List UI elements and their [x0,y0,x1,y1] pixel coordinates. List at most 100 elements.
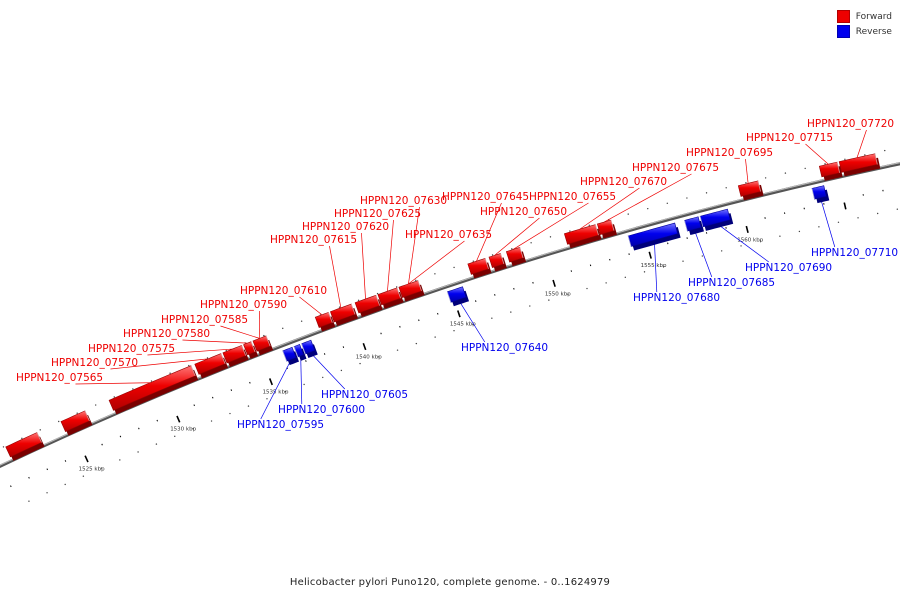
leader-line [408,240,465,285]
gene-label-forward[interactable]: HPPN120_07675 [632,162,719,174]
gene-label-forward[interactable]: HPPN120_07615 [270,234,357,246]
gene-body [684,216,702,232]
track-dot [263,334,265,337]
gene-arrow[interactable] [398,280,425,302]
gene-arrow[interactable] [314,311,336,332]
gene-arrow[interactable] [737,180,764,201]
gene-arrow[interactable] [627,222,681,251]
gene-label-forward[interactable]: HPPN120_07720 [807,118,894,130]
gene-label-forward[interactable]: HPPN120_07590 [200,299,287,311]
gene-tip [417,280,422,292]
gene-arrow[interactable] [446,286,470,307]
gene-tip [811,188,815,200]
gene-tip [328,312,333,323]
gene-label-forward[interactable]: HPPN120_07695 [686,147,773,159]
gene-arrow[interactable] [596,219,617,239]
leader-line [653,240,658,293]
leader-line [147,348,233,356]
gene-arrow[interactable] [505,246,527,267]
track-dot [378,356,380,358]
track-dot [94,404,97,406]
tick-label: 1555 kbp [641,263,667,269]
gene-arrow[interactable] [252,335,274,356]
track-dot [453,266,455,269]
track-dot [857,217,859,219]
track-dot [174,435,176,438]
gene-label-forward[interactable]: HPPN120_07645 [442,191,529,203]
gene-arrow[interactable] [222,344,249,368]
gene-label-reverse[interactable]: HPPN120_07710 [811,247,898,259]
gene-tip [519,247,524,258]
gene-arrow[interactable] [563,224,602,249]
gene-label-reverse[interactable]: HPPN120_07640 [461,342,548,354]
gene-arrow[interactable] [684,216,704,236]
track-dot [137,451,139,453]
gene-label-reverse[interactable]: HPPN120_07605 [321,389,408,401]
track-dot [338,306,341,308]
gene-label-reverse[interactable]: HPPN120_07600 [278,404,365,416]
gene-arrow[interactable] [5,432,45,461]
gene-arrow[interactable] [243,341,259,359]
gene-tip [446,291,452,303]
gene-label-forward[interactable]: HPPN120_07610 [240,285,327,297]
gene-label-forward[interactable]: HPPN120_07620 [302,221,389,233]
legend-item-reverse: Reverse [836,24,892,39]
gene-label-reverse[interactable]: HPPN120_07690 [745,262,832,274]
gene-label-forward[interactable]: HPPN120_07565 [16,372,103,384]
gene-label-forward[interactable]: HPPN120_07625 [334,208,421,220]
track-dot [666,202,669,205]
gene-label-forward[interactable]: HPPN120_07635 [405,229,492,241]
gene-label-forward[interactable]: HPPN120_07570 [51,357,138,369]
gene-arrow[interactable] [282,346,300,366]
minor-tick [342,346,345,348]
gene-label-forward[interactable]: HPPN120_07630 [360,195,447,207]
gene-arrow[interactable] [818,161,843,181]
gene-arrow[interactable] [354,294,383,318]
gene-label-forward[interactable]: HPPN120_07670 [580,176,667,188]
gene-label-reverse[interactable]: HPPN120_07595 [237,419,324,431]
forward-swatch-icon [836,10,850,23]
track-dot [82,475,85,477]
gene-label-forward[interactable]: HPPN120_07575 [88,343,175,355]
gene-tip [282,350,288,362]
tick-label: 1535 kbp [263,389,289,395]
track-dot [884,149,886,152]
minor-tick [193,404,195,407]
track-dot [282,327,284,330]
leader-line [476,202,502,262]
gene-body [108,365,196,411]
track-dot [864,154,866,156]
gene-arrow[interactable] [293,344,307,361]
gene-arrow[interactable] [108,365,199,415]
gene-arrow[interactable] [377,287,404,309]
track-dot [530,242,532,244]
gene-arrow[interactable] [301,339,318,359]
gene-label-reverse[interactable]: HPPN120_07685 [688,277,775,289]
gene-label-forward[interactable]: HPPN120_07650 [480,206,567,218]
gene-arrow[interactable] [194,353,229,379]
gene-arrow[interactable] [60,410,93,436]
gene-arrow[interactable] [467,257,492,279]
gene-tip [375,295,381,306]
gene-arrow[interactable] [488,253,507,272]
gene-label-reverse[interactable]: HPPN120_07680 [633,292,720,304]
track-dot [155,443,158,445]
major-tick [176,415,181,423]
gene-label-forward[interactable]: HPPN120_07655 [529,191,616,203]
gene-label-forward[interactable]: HPPN120_07585 [161,314,248,326]
track-dot [132,388,134,390]
gene-tip [484,258,489,269]
tick-label: 1525 kbp [79,466,105,472]
track-dot [247,405,250,407]
gene-arrow[interactable] [838,153,881,177]
leader-line [300,355,303,405]
track-dot [701,255,704,257]
track-dot [824,163,826,165]
track-dot [322,376,324,379]
track-dot [357,299,360,302]
gene-arrow[interactable] [811,185,830,204]
gene-arrow[interactable] [699,208,734,231]
gene-label-forward[interactable]: HPPN120_07580 [123,328,210,340]
gene-arrow[interactable] [330,303,359,326]
gene-label-forward[interactable]: HPPN120_07715 [746,132,833,144]
